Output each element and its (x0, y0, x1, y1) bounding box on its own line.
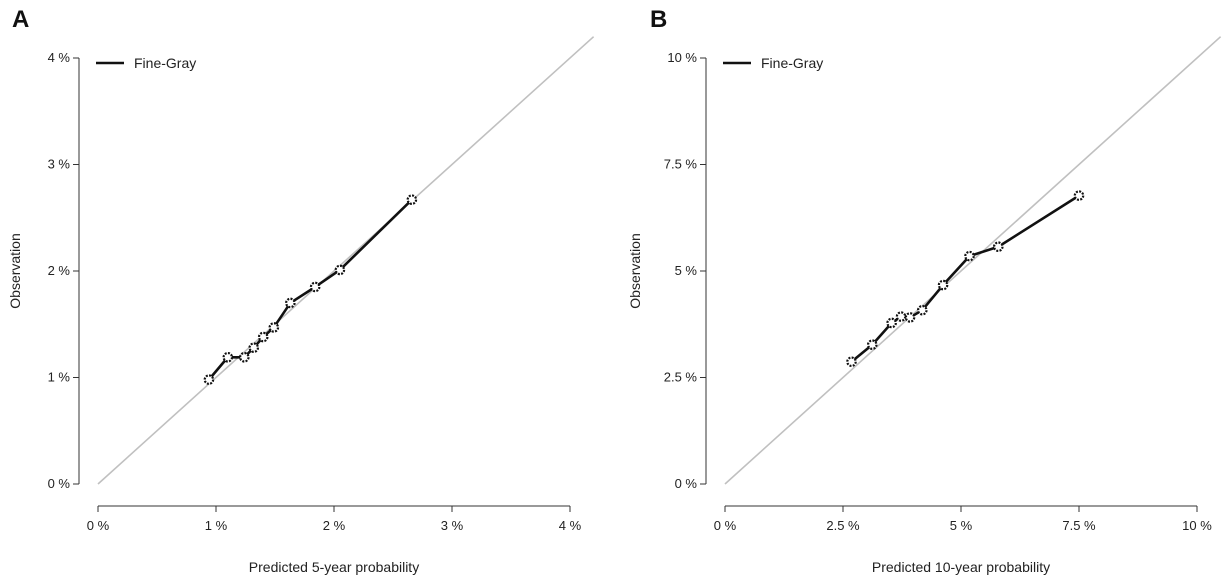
data-point (406, 194, 418, 205)
data-point (257, 331, 269, 343)
data-point (937, 279, 949, 291)
chart-panel-b: B 0 % 2.5 % 5 % 7.5 % 10 % 0 % 2.5 % 5 % 7.5 % 10… (612, 0, 1224, 579)
data-point (1073, 190, 1085, 201)
y-tick-label: 4 % (48, 50, 71, 65)
x-tick-label: 1 % (205, 518, 228, 533)
data-point (285, 297, 296, 309)
data-point (846, 356, 857, 368)
calibration-plot-a: 0 % 1 % 2 % 3 % 4 % 0 % 1 % 2 % 3 % 4 % Predicted … (7, 36, 595, 575)
legend-label-fine-gray: Fine-Gray (761, 55, 823, 71)
x-tick-label: 0 % (87, 518, 110, 533)
panel-label-b: B (650, 6, 668, 33)
y-axis-title: Observation (627, 233, 643, 308)
panel-label-a: A (12, 6, 30, 33)
legend-label-fine-gray: Fine-Gray (134, 55, 196, 71)
data-point (334, 264, 346, 276)
data-point (886, 317, 897, 329)
y-tick-label: 3 % (48, 157, 71, 172)
reference-diagonal-line (97, 36, 595, 485)
y-tick-label: 2.5 % (664, 370, 698, 385)
x-tick-label: 10 % (1182, 518, 1212, 533)
x-axis-title: Predicted 10-year probability (872, 559, 1050, 575)
data-point (268, 322, 280, 333)
x-tick-label: 3 % (441, 518, 464, 533)
y-tick-label: 0 % (48, 476, 71, 491)
y-tick-label: 1 % (48, 370, 71, 385)
data-point (309, 281, 321, 293)
data-point (203, 374, 215, 385)
x-tick-label: 0 % (714, 518, 737, 533)
x-tick-label: 4 % (559, 518, 582, 533)
data-point (904, 312, 916, 323)
y-tick-label: 5 % (675, 263, 698, 278)
data-point (222, 351, 234, 363)
x-tick-label: 2.5 % (826, 518, 860, 533)
x-tick-label: 2 % (323, 518, 346, 533)
x-axis-title: Predicted 5-year probability (249, 559, 419, 575)
x-tick-label: 7.5 % (1062, 518, 1096, 533)
y-axis-title: Observation (7, 233, 23, 308)
data-point (895, 311, 907, 322)
data-point (992, 241, 1004, 253)
data-point (916, 304, 928, 316)
reference-diagonal-line (724, 36, 1222, 485)
calibration-plot-b: 0 % 2.5 % 5 % 7.5 % 10 % 0 % 2.5 % 5 % 7.5 % 10 %… (627, 36, 1222, 575)
series-line-fine-gray (850, 194, 1080, 363)
data-point (866, 339, 878, 350)
data-point (248, 342, 260, 353)
y-tick-label: 7.5 % (664, 157, 698, 172)
chart-panel-a: A 0 % 1 % 2 % 3 % 4 % 0 % 1 % 2 % 3 % 4 % Predicte… (0, 0, 612, 579)
series-line-fine-gray (207, 198, 413, 381)
data-point (239, 351, 250, 363)
data-point (964, 250, 975, 262)
x-tick-label: 5 % (950, 518, 973, 533)
y-tick-label: 0 % (675, 476, 698, 491)
y-tick-label: 2 % (48, 263, 71, 278)
y-tick-label: 10 % (667, 50, 697, 65)
